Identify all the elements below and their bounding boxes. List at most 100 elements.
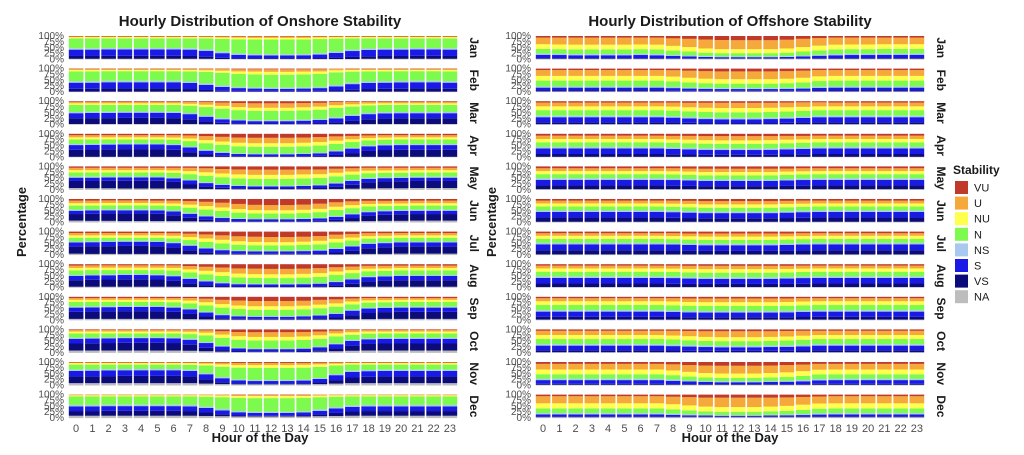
bar-segment-n <box>426 104 441 113</box>
bar-segment-ns <box>893 242 908 245</box>
bar-segment-u <box>909 200 925 204</box>
bar-segment-ns <box>617 115 632 118</box>
bar-segment-s <box>133 338 149 343</box>
bar-segment-ns <box>600 413 616 415</box>
bar-segment-s <box>812 311 827 317</box>
bar-segment-vs <box>535 154 551 157</box>
bar-segment-s <box>860 380 876 384</box>
bar-segment-vu <box>361 101 376 102</box>
bar-segment-vu <box>280 296 295 302</box>
bar-segment-vs <box>844 383 860 385</box>
bar-segment-vu <box>730 68 746 72</box>
bar-segment-u <box>649 102 665 107</box>
bar-segment-ns <box>779 380 795 382</box>
bar-segment-n <box>763 377 778 382</box>
bar-segment-u <box>649 298 665 302</box>
bar-segment-n <box>133 205 149 210</box>
bar-segment-u <box>730 365 746 374</box>
bar-segment-n <box>345 273 360 279</box>
bar-segment-vs <box>893 185 908 190</box>
bar-segment-u <box>779 331 795 337</box>
bar-segment-n <box>215 72 230 86</box>
bar-segment-vu <box>893 101 908 103</box>
bar-segment-ns <box>552 242 567 245</box>
bar-segment-vs <box>763 90 778 92</box>
bar-segment-ns <box>215 184 230 185</box>
bar-segment-u <box>198 201 214 207</box>
bar-segment-ns <box>860 310 876 312</box>
bar-segment-nu <box>844 203 860 207</box>
bar-segment-vu <box>280 101 295 104</box>
bar-segment-vs <box>166 118 181 124</box>
bar-segment-nu <box>85 170 100 173</box>
bar-segment-na <box>166 188 181 190</box>
bar-segment-vs <box>410 118 425 124</box>
bar-segment-u <box>893 200 908 204</box>
bar-segment-nu <box>117 331 133 334</box>
bar-segment-nu <box>779 405 795 411</box>
bar-segment-nu <box>328 70 344 73</box>
bar-segment-ns <box>584 310 600 312</box>
bar-segment-n <box>779 239 795 244</box>
bar-segment-vu <box>442 329 458 331</box>
bar-segment-vs <box>101 410 116 416</box>
bar-segment-n <box>166 396 181 405</box>
bar-segment-vu <box>328 199 344 203</box>
bar-segment-s <box>747 89 762 91</box>
bar-segment-s <box>231 251 246 254</box>
bar-segment-s <box>552 148 567 155</box>
bar-segment-vs <box>442 55 458 59</box>
bar-segment-na <box>442 383 458 386</box>
bar-segment-nu <box>763 336 778 341</box>
bar-segment-nu <box>280 306 295 310</box>
bar-segment-n <box>345 364 360 371</box>
bar-segment-nu <box>247 365 263 368</box>
bar-segment-nu <box>552 203 567 207</box>
bar-segment-na <box>133 188 149 190</box>
bar-segment-s <box>68 338 84 344</box>
bar-segment-n <box>795 110 811 117</box>
bar-segment-na <box>442 188 458 190</box>
bar-segment-vu <box>763 231 778 234</box>
bar-segment-s <box>812 345 827 351</box>
bar-segment-n <box>101 139 116 144</box>
bar-segment-n <box>410 333 425 338</box>
bar-segment-na <box>909 352 925 353</box>
bar-segment-n <box>893 374 908 379</box>
bar-segment-ns <box>698 87 713 89</box>
bar-segment-na <box>747 221 762 223</box>
bar-segment-ns <box>361 81 376 83</box>
bar-segment-ns <box>779 345 795 347</box>
bar-segment-nu <box>877 44 892 49</box>
bar-segment-n <box>909 339 925 345</box>
bar-segment-ns <box>296 250 311 252</box>
bar-segment-s <box>763 149 778 155</box>
bar-segment-nu <box>263 71 279 75</box>
bar-segment-vs <box>730 218 746 222</box>
bar-segment-s <box>410 49 425 56</box>
y-tick-label: 25% <box>44 114 64 125</box>
bar-segment-vu <box>247 101 263 104</box>
bar-segment-s <box>182 147 198 153</box>
bar-segment-vs <box>877 90 892 92</box>
bar-segment-n <box>247 39 263 55</box>
y-tick-label: 75% <box>511 298 531 309</box>
bar-segment-na <box>166 415 181 419</box>
bar-segment-nu <box>133 331 149 334</box>
x-tick-label: 17 <box>346 423 358 435</box>
bar-segment-vu <box>877 362 892 364</box>
bar-segment-s <box>328 313 344 318</box>
bar-segment-s <box>909 345 925 351</box>
bar-segment-vs <box>312 220 328 222</box>
bar-segment-vu <box>877 166 892 169</box>
bar-segment-vs <box>312 155 328 157</box>
bar-segment-vu <box>617 36 632 38</box>
bar-segment-vu <box>68 296 84 298</box>
bar-segment-s <box>763 415 778 417</box>
bar-segment-u <box>442 233 458 236</box>
bar-segment-n <box>247 398 263 412</box>
bar-segment-vs <box>328 348 344 352</box>
bar-segment-ns <box>665 379 681 381</box>
bar-segment-ns <box>844 86 860 88</box>
bar-segment-s <box>345 148 360 154</box>
